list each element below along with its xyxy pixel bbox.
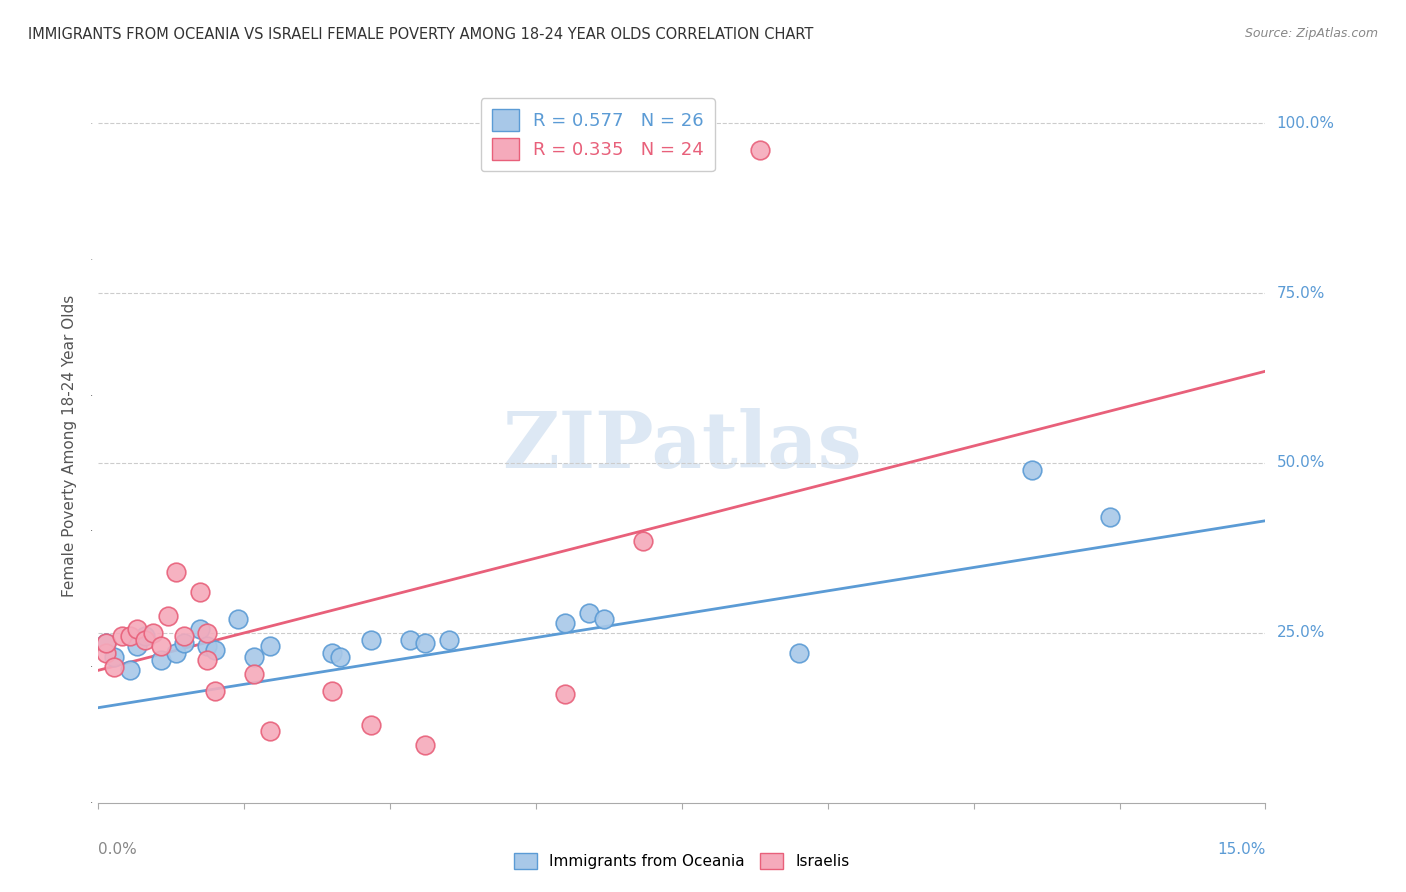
Point bbox=[195, 653, 218, 667]
Point bbox=[321, 646, 343, 660]
Point bbox=[127, 640, 149, 654]
Text: ZIPatlas: ZIPatlas bbox=[502, 408, 862, 484]
Y-axis label: Female Poverty Among 18-24 Year Olds: Female Poverty Among 18-24 Year Olds bbox=[62, 295, 77, 597]
Point bbox=[413, 738, 436, 752]
Point bbox=[103, 660, 125, 674]
Point bbox=[134, 632, 156, 647]
Point bbox=[437, 632, 460, 647]
Point bbox=[204, 643, 226, 657]
Legend: Immigrants from Oceania, Israelis: Immigrants from Oceania, Israelis bbox=[508, 847, 856, 875]
Point bbox=[142, 626, 165, 640]
Point bbox=[149, 640, 172, 654]
Point bbox=[787, 646, 810, 660]
Point bbox=[188, 585, 211, 599]
Point bbox=[149, 653, 172, 667]
Point bbox=[360, 717, 382, 731]
Point bbox=[259, 640, 281, 654]
Point bbox=[195, 640, 218, 654]
Text: 25.0%: 25.0% bbox=[1277, 625, 1324, 640]
Point bbox=[96, 646, 118, 660]
Point bbox=[134, 629, 156, 643]
Point bbox=[631, 534, 654, 549]
Point bbox=[103, 649, 125, 664]
Text: 75.0%: 75.0% bbox=[1277, 285, 1324, 301]
Point bbox=[578, 606, 600, 620]
Point bbox=[96, 636, 118, 650]
Point bbox=[195, 626, 218, 640]
Text: 50.0%: 50.0% bbox=[1277, 456, 1324, 470]
Point bbox=[243, 649, 266, 664]
Point bbox=[259, 724, 281, 739]
Text: IMMIGRANTS FROM OCEANIA VS ISRAELI FEMALE POVERTY AMONG 18-24 YEAR OLDS CORRELAT: IMMIGRANTS FROM OCEANIA VS ISRAELI FEMAL… bbox=[28, 27, 814, 42]
Point bbox=[554, 687, 576, 701]
Point bbox=[360, 632, 382, 647]
Point bbox=[204, 683, 226, 698]
Text: 15.0%: 15.0% bbox=[1218, 842, 1265, 856]
Point bbox=[188, 623, 211, 637]
Point bbox=[321, 683, 343, 698]
Point bbox=[173, 636, 195, 650]
Point bbox=[398, 632, 420, 647]
Point bbox=[118, 629, 141, 643]
Point bbox=[165, 565, 187, 579]
Text: 0.0%: 0.0% bbox=[98, 842, 138, 856]
Point bbox=[173, 629, 195, 643]
Legend: R = 0.577   N = 26, R = 0.335   N = 24: R = 0.577 N = 26, R = 0.335 N = 24 bbox=[481, 98, 714, 171]
Point bbox=[111, 629, 134, 643]
Point bbox=[748, 144, 770, 158]
Point bbox=[118, 663, 141, 677]
Point bbox=[228, 612, 250, 626]
Point bbox=[96, 636, 118, 650]
Point bbox=[157, 608, 180, 623]
Text: Source: ZipAtlas.com: Source: ZipAtlas.com bbox=[1244, 27, 1378, 40]
Point bbox=[329, 649, 352, 664]
Point bbox=[127, 623, 149, 637]
Point bbox=[413, 636, 436, 650]
Point bbox=[554, 615, 576, 630]
Point bbox=[1021, 463, 1043, 477]
Point bbox=[593, 612, 616, 626]
Point bbox=[243, 666, 266, 681]
Point bbox=[1098, 510, 1121, 524]
Text: 100.0%: 100.0% bbox=[1277, 116, 1334, 131]
Point bbox=[165, 646, 187, 660]
